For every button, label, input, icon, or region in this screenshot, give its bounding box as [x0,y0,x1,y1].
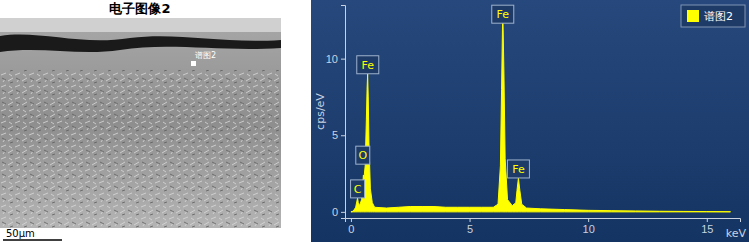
x-tick-mark [351,218,352,222]
marker-label: 谱图2 [195,51,216,60]
x-axis-title: keV [726,227,747,240]
x-tick: 15 [701,218,713,235]
legend-swatch [687,10,699,22]
sem-texture [0,70,281,228]
y-tick: 0 [332,206,345,218]
x-tick: 10 [583,218,595,235]
x-tick-label: 0 [348,223,354,235]
y-tick: 10 [326,53,345,65]
x-tick: 5 [467,218,473,235]
plot-area [351,8,731,212]
y-tick-label: 0 [332,206,338,218]
x-tick-label: 10 [583,223,595,235]
y-tick-mark [341,212,345,213]
x-axis: 0 5 10 15 [346,218,741,235]
peak-label-box [356,146,370,164]
scale-bar [3,239,62,241]
y-axis: 0 5 10 [326,6,346,219]
spectrum-area [351,8,731,212]
x-tick-label: 15 [701,223,713,235]
y-tick-label: 5 [332,129,338,141]
peak-label-box [357,56,379,74]
peak-label: Fe [497,8,510,21]
image-title: 电子图像2 [109,1,170,16]
peak-label: O [358,149,367,162]
peak-label-box [507,160,529,178]
spectrum-background [311,0,749,242]
peak-label-box [351,180,365,198]
x-tick-mark [707,218,708,222]
x-tick-mark [588,218,589,222]
legend-label: 谱图2 [704,10,733,23]
peak-label: C [354,183,362,196]
y-axis-line [341,6,346,219]
sem-image [0,18,281,228]
y-tick: 5 [332,129,345,141]
x-axis-line [346,219,741,223]
sem-surface [0,18,281,32]
y-tick-mark [341,135,345,136]
y-axis-title: cps/eV [314,93,327,130]
x-tick: 0 [348,218,354,235]
spectrum-marker [191,61,196,66]
peak-label-box [492,5,514,23]
scale-bar-label: 50μm [6,228,35,239]
legend-box [681,5,745,27]
x-tick-label: 5 [467,223,473,235]
x-tick-mark [470,218,471,222]
peak-label: Fe [512,163,525,176]
y-tick-mark [341,59,345,60]
y-tick-label: 10 [326,53,338,65]
sem-crack [0,35,281,52]
peak-label: Fe [362,59,375,72]
